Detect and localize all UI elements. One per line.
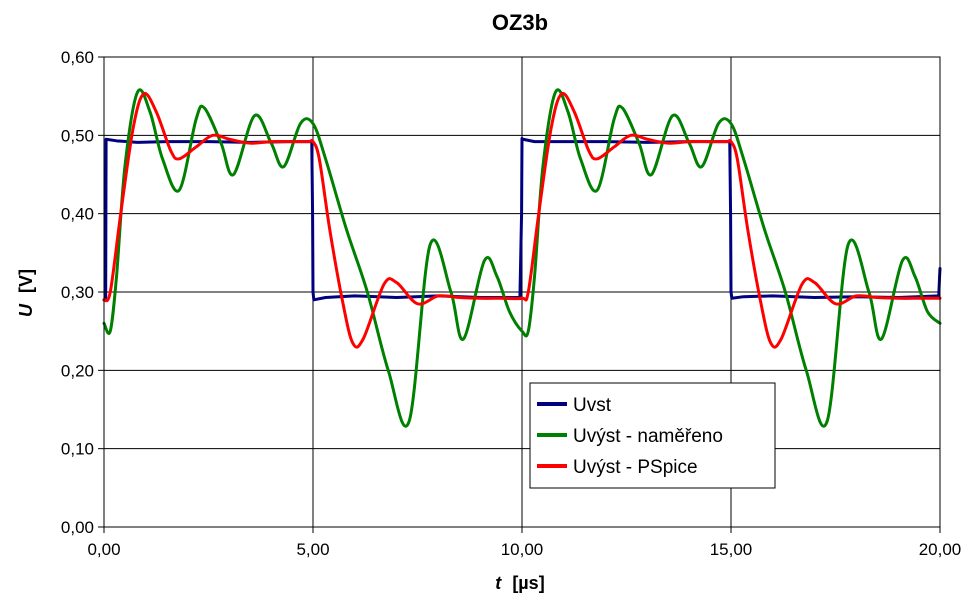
legend-box [529, 382, 776, 489]
y-tick-label: 0,60 [61, 48, 94, 67]
legend-entry-uvyst-pspice: Uvýst - PSpice [573, 457, 698, 478]
y-tick-label: 0,40 [61, 205, 94, 224]
legend: Uvst Uvýst - naměřeno Uvýst - PSpice [529, 382, 776, 489]
x-tick-label: 15,00 [710, 540, 753, 559]
y-tick-label: 0,30 [61, 283, 94, 302]
series-line-uvyst-pspice [102, 91, 942, 349]
x-tick-label: 10,00 [501, 540, 544, 559]
legend-entry-uvst: Uvst [573, 395, 612, 416]
ticks: 0,00 0,10 0,20 0,30 0,40 0,50 0,60 0,00 5,00 10,0… [61, 48, 961, 559]
chart-title: OZ3b [492, 10, 548, 35]
x-axis-label: t [µs] [495, 573, 544, 593]
x-tick-label: 5,00 [296, 540, 329, 559]
x-tick-label: 0,00 [87, 540, 120, 559]
series-layer [102, 88, 942, 428]
y-axis-symbol: U [16, 303, 36, 317]
series-line-uvst [102, 136, 942, 302]
y-axis-unit: [V] [16, 269, 36, 293]
y-tick-label: 0,20 [61, 361, 94, 380]
y-tick-label: 0,00 [61, 518, 94, 537]
x-axis-symbol: t [495, 573, 502, 593]
x-tick-label: 20,00 [919, 540, 962, 559]
x-axis-unit: [µs] [512, 573, 544, 593]
series-line-uvyst-namereno [102, 88, 942, 428]
y-axis-label: U [V] [16, 269, 36, 317]
y-tick-label: 0,50 [61, 126, 94, 145]
legend-entry-uvyst-namereno: Uvýst - naměřeno [573, 426, 723, 447]
grid-lines [103, 56, 941, 528]
y-tick-label: 0,10 [61, 440, 94, 459]
